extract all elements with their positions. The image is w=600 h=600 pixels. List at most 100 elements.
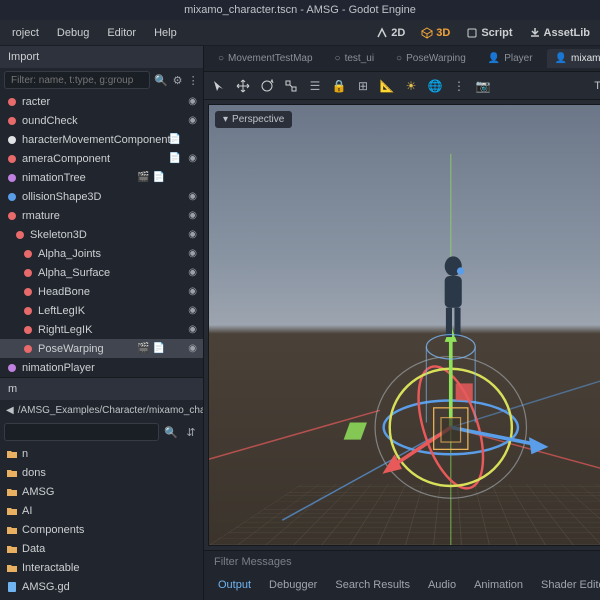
node-extra-icon[interactable]: 🎬 📄 bbox=[137, 343, 165, 354]
output-filter-label[interactable]: Filter Messages bbox=[204, 551, 600, 573]
menu-left: roject Debug Editor Help bbox=[4, 23, 185, 43]
visibility-icon[interactable]: ◉ bbox=[188, 210, 197, 221]
perspective-button[interactable]: ▾ Perspective bbox=[215, 111, 292, 128]
left-dock: Import 🔍 ⚙ ⋮ racter◉oundCheck◉haracterMo… bbox=[0, 46, 204, 600]
assetlib-button[interactable]: AssetLib bbox=[523, 24, 596, 42]
breadcrumb-text: /AMSG_Examples/Character/mixamo_char bbox=[18, 405, 203, 416]
bottom-tab-debugger[interactable]: Debugger bbox=[261, 575, 325, 595]
visibility-icon[interactable]: ◉ bbox=[188, 305, 197, 316]
env-icon[interactable]: 🌐 bbox=[426, 77, 444, 95]
visibility-icon[interactable]: ◉ bbox=[188, 153, 197, 164]
scene-node[interactable]: oundCheck◉ bbox=[0, 111, 203, 130]
filesystem-dock: m ◀/AMSG_Examples/Character/mixamo_char … bbox=[0, 377, 203, 600]
scene-node[interactable]: Skeleton3D◉ bbox=[0, 225, 203, 244]
mode-3d-button[interactable]: 3D bbox=[415, 24, 456, 42]
scene-node[interactable]: nimationTree🎬 📄 bbox=[0, 168, 203, 187]
scale-tool-icon[interactable] bbox=[282, 77, 300, 95]
bottom-tab-search-results[interactable]: Search Results bbox=[327, 575, 418, 595]
menu-debug[interactable]: Debug bbox=[49, 23, 97, 43]
transform-menu[interactable]: Transform bbox=[588, 78, 600, 94]
scene-tab[interactable]: ○PoseWarping bbox=[388, 49, 474, 68]
fs-search-icon[interactable]: 🔍 bbox=[163, 424, 179, 440]
bottom-tab-output[interactable]: Output bbox=[210, 575, 259, 595]
visibility-icon[interactable]: ◉ bbox=[188, 267, 197, 278]
visibility-icon[interactable]: ◉ bbox=[188, 229, 197, 240]
fs-item[interactable]: dons bbox=[0, 463, 203, 482]
menu-editor[interactable]: Editor bbox=[99, 23, 144, 43]
visibility-icon[interactable]: ◉ bbox=[188, 324, 197, 335]
script-icon[interactable]: 📄 bbox=[169, 153, 181, 164]
workspace-switcher: 2D 3D Script AssetLib bbox=[370, 24, 596, 42]
scene-node[interactable]: nimationPlayer bbox=[0, 358, 203, 377]
fs-filter-row: 🔍 ⇵ bbox=[0, 420, 203, 444]
mode-2d-button[interactable]: 2D bbox=[370, 24, 411, 42]
scene-tabs: ○MovementTestMap ○test_ui ○PoseWarping 👤Pla… bbox=[204, 46, 600, 72]
scene-node[interactable]: ollisionShape3D◉ bbox=[0, 187, 203, 206]
ruler-icon[interactable]: 📐 bbox=[378, 77, 396, 95]
visibility-icon[interactable]: ◉ bbox=[188, 191, 197, 202]
viewport-scene bbox=[209, 105, 600, 546]
fs-header[interactable]: m bbox=[0, 378, 203, 400]
scene-node[interactable]: Alpha_Surface◉ bbox=[0, 263, 203, 282]
fs-search-input[interactable] bbox=[4, 423, 159, 441]
scene-tree[interactable]: racter◉oundCheck◉haracterMovementCompone… bbox=[0, 92, 203, 377]
mode-2d-label: 2D bbox=[391, 27, 405, 39]
3d-viewport[interactable]: ▾ Perspective bbox=[208, 104, 600, 546]
sun-icon[interactable]: ☀ bbox=[402, 77, 420, 95]
visibility-icon[interactable]: ◉ bbox=[188, 96, 197, 107]
camera-icon[interactable]: 📷 bbox=[474, 77, 492, 95]
list-tool-icon[interactable]: ☰ bbox=[306, 77, 324, 95]
script-button[interactable]: Script bbox=[460, 24, 518, 42]
scene-tab[interactable]: 👤mixamo_character× bbox=[547, 49, 600, 68]
group-icon[interactable]: ⊞ bbox=[354, 77, 372, 95]
fs-item[interactable]: n bbox=[0, 444, 203, 463]
funnel-icon[interactable]: ⚙ bbox=[172, 72, 184, 88]
scene-node[interactable]: LeftLegIK◉ bbox=[0, 301, 203, 320]
fs-item[interactable]: Components bbox=[0, 520, 203, 539]
move-tool-icon[interactable] bbox=[234, 77, 252, 95]
scene-node[interactable]: ameraComponent📄◉ bbox=[0, 149, 203, 168]
gizmo-arrow-z bbox=[451, 427, 536, 444]
fs-item[interactable]: Global.gd bbox=[0, 596, 203, 600]
scene-node[interactable]: racter◉ bbox=[0, 92, 203, 111]
axis-z-pos bbox=[451, 374, 600, 428]
spatial-toolbar: ☰ 🔒 ⊞ 📐 ☀ 🌐 ⋮ 📷 Transform View bbox=[204, 72, 600, 100]
scene-tab[interactable]: ○MovementTestMap bbox=[210, 49, 321, 68]
select-tool-icon[interactable] bbox=[210, 77, 228, 95]
fs-item[interactable]: Data bbox=[0, 539, 203, 558]
visibility-icon[interactable]: ◉ bbox=[188, 248, 197, 259]
more-icon[interactable]: ⋮ bbox=[187, 72, 199, 88]
scene-node[interactable]: rmature◉ bbox=[0, 206, 203, 225]
rotate-tool-icon[interactable] bbox=[258, 77, 276, 95]
fs-item[interactable]: AI bbox=[0, 501, 203, 520]
script-icon[interactable]: 📄 bbox=[169, 134, 181, 145]
scene-tab[interactable]: ○test_ui bbox=[327, 49, 383, 68]
scene-node[interactable]: Alpha_Joints◉ bbox=[0, 244, 203, 263]
fs-item[interactable]: AMSG.gd bbox=[0, 577, 203, 596]
bottom-tab-animation[interactable]: Animation bbox=[466, 575, 531, 595]
fs-sort-icon[interactable]: ⇵ bbox=[183, 424, 199, 440]
fs-item[interactable]: AMSG bbox=[0, 482, 203, 501]
scene-node[interactable]: PoseWarping🎬 📄◉ bbox=[0, 339, 203, 358]
scene-dock-tab[interactable]: Import bbox=[0, 46, 203, 68]
dots-icon[interactable]: ⋮ bbox=[450, 77, 468, 95]
search-icon[interactable]: 🔍 bbox=[154, 72, 168, 88]
lock-icon[interactable]: 🔒 bbox=[330, 77, 348, 95]
scene-node[interactable]: HeadBone◉ bbox=[0, 282, 203, 301]
menu-project[interactable]: roject bbox=[4, 23, 47, 43]
bottom-tab-shader-editor[interactable]: Shader Editor bbox=[533, 575, 600, 595]
scene-node[interactable]: haracterMovementComponent📄 bbox=[0, 130, 203, 149]
scene-node[interactable]: RightLegIK◉ bbox=[0, 320, 203, 339]
visibility-icon[interactable]: ◉ bbox=[188, 115, 197, 126]
scene-filter-input[interactable] bbox=[4, 71, 150, 89]
visibility-icon[interactable]: ◉ bbox=[188, 286, 197, 297]
fs-list[interactable]: ndonsAMSGAIComponentsDataInteractableAMS… bbox=[0, 444, 203, 600]
fs-item[interactable]: Interactable bbox=[0, 558, 203, 577]
bottom-dock: Filter Messages OutputDebuggerSearch Res… bbox=[204, 550, 600, 600]
fs-breadcrumb[interactable]: ◀/AMSG_Examples/Character/mixamo_char ▦ bbox=[0, 400, 203, 420]
visibility-icon[interactable]: ◉ bbox=[188, 343, 197, 354]
node-extra-icon[interactable]: 🎬 📄 bbox=[137, 172, 165, 183]
bottom-tab-audio[interactable]: Audio bbox=[420, 575, 464, 595]
menu-help[interactable]: Help bbox=[146, 23, 185, 43]
scene-tab[interactable]: 👤Player bbox=[480, 49, 541, 68]
